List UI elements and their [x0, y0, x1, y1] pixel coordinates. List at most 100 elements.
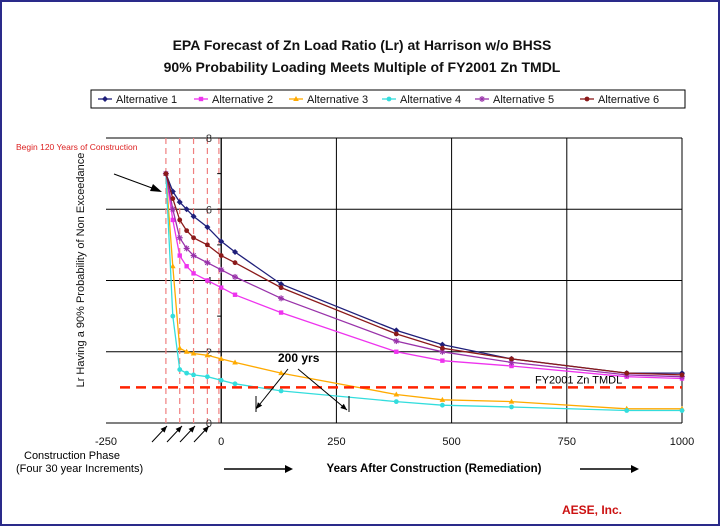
data-point — [190, 213, 197, 220]
data-point — [191, 235, 196, 241]
data-point — [204, 224, 211, 231]
data-point — [204, 352, 211, 358]
y-tick-label: 8 — [206, 133, 212, 145]
data-point — [624, 408, 630, 413]
data-point — [177, 367, 183, 372]
data-point — [191, 271, 196, 276]
data-point — [170, 313, 176, 319]
x-tick-label: 500 — [442, 436, 460, 448]
credit: AESE, Inc. — [562, 503, 622, 517]
begin-arrowhead — [150, 184, 162, 192]
data-point — [170, 263, 176, 269]
span-arrows — [255, 368, 350, 412]
arrow-head — [160, 426, 167, 433]
data-point — [278, 388, 284, 394]
data-point — [509, 363, 514, 369]
tmdl-label: FY2001 Zn TMDL — [535, 374, 622, 386]
data-point — [393, 338, 400, 345]
data-point — [163, 171, 169, 177]
begin-arrow — [113, 173, 153, 189]
arrow-head — [175, 426, 182, 433]
data-point — [393, 327, 400, 334]
chart-subtitle: 90% Probability Loading Meets Multiple o… — [164, 59, 561, 75]
legend-marker — [479, 96, 485, 102]
legend: Alternative 1 Alternative 2 Alternative 3 A… — [98, 94, 659, 106]
arrow-line — [297, 368, 348, 411]
data-point — [169, 206, 176, 213]
data-point — [218, 355, 224, 361]
x-tick-label: 750 — [558, 436, 576, 448]
y-tick-label: 2 — [206, 347, 212, 359]
legend-marker — [198, 96, 204, 102]
legend-marker — [102, 96, 108, 102]
data-point — [439, 345, 445, 351]
data-point — [232, 249, 239, 255]
data-point — [190, 350, 197, 356]
span-annotation: 200 yrs — [278, 351, 320, 365]
chart-title: EPA Forecast of Zn Load Ratio (Lr) at Ha… — [173, 37, 552, 53]
data-point — [176, 345, 183, 351]
data-point — [176, 199, 183, 206]
y-axis-label: Lr Having a 90% Probability of Non Excee… — [75, 153, 87, 388]
data-point — [218, 266, 225, 273]
data-point — [278, 370, 284, 376]
data-point — [184, 264, 189, 269]
data-point — [278, 281, 285, 288]
data-point — [394, 349, 399, 354]
data-point — [183, 245, 190, 252]
data-point — [232, 381, 238, 387]
arrow-head — [256, 402, 263, 409]
data-point — [183, 348, 190, 354]
data-point — [679, 372, 685, 378]
data-point — [439, 341, 446, 348]
data-point — [177, 253, 182, 258]
arrow-line — [255, 368, 289, 410]
data-point — [170, 217, 176, 223]
construction-phase-label: Construction Phase — [24, 450, 120, 462]
x-axis-label: Years After Construction (Remediation) — [327, 463, 542, 475]
data-point — [508, 398, 515, 404]
data-point — [232, 359, 238, 365]
data-point — [219, 285, 224, 290]
arrow-head — [202, 426, 209, 433]
data-point — [218, 253, 224, 258]
series-layer — [162, 170, 685, 413]
series-alternative-4 — [163, 171, 685, 413]
legend-item: Alternative 2 — [212, 94, 273, 106]
data-point — [278, 295, 285, 302]
data-point — [183, 206, 190, 213]
data-point — [191, 372, 196, 378]
legend-marker — [386, 96, 392, 102]
data-point — [232, 292, 238, 297]
data-point — [393, 331, 399, 337]
x-tick-label: 1000 — [670, 436, 694, 448]
data-point — [218, 238, 225, 245]
arrow-head — [188, 426, 195, 433]
legend-item: Alternative 5 — [493, 94, 554, 106]
x-tick-label: -250 — [95, 436, 117, 448]
data-point — [184, 370, 190, 376]
arrow-head — [340, 403, 347, 410]
data-point — [393, 391, 400, 397]
increments-label: (Four 30 year Increments) — [16, 463, 143, 475]
construction-arrows — [151, 425, 210, 443]
data-point — [204, 259, 211, 266]
y-tick-label: 0 — [206, 418, 212, 430]
data-point — [509, 404, 514, 410]
legend-item: Alternative 6 — [598, 94, 659, 106]
data-point — [218, 377, 224, 383]
data-point — [439, 402, 445, 408]
x-label-arrowhead-left — [285, 465, 293, 473]
y-tick-label: 6 — [206, 204, 212, 216]
data-point — [170, 196, 176, 201]
legend-item: Alternative 3 — [307, 94, 368, 106]
data-point — [278, 285, 284, 291]
data-point — [184, 228, 190, 234]
legend-item: Alternative 1 — [116, 94, 177, 106]
data-point — [176, 234, 183, 241]
data-point — [204, 242, 210, 248]
series-alternative-6 — [163, 171, 685, 378]
data-point — [679, 408, 685, 413]
data-point — [439, 396, 446, 402]
